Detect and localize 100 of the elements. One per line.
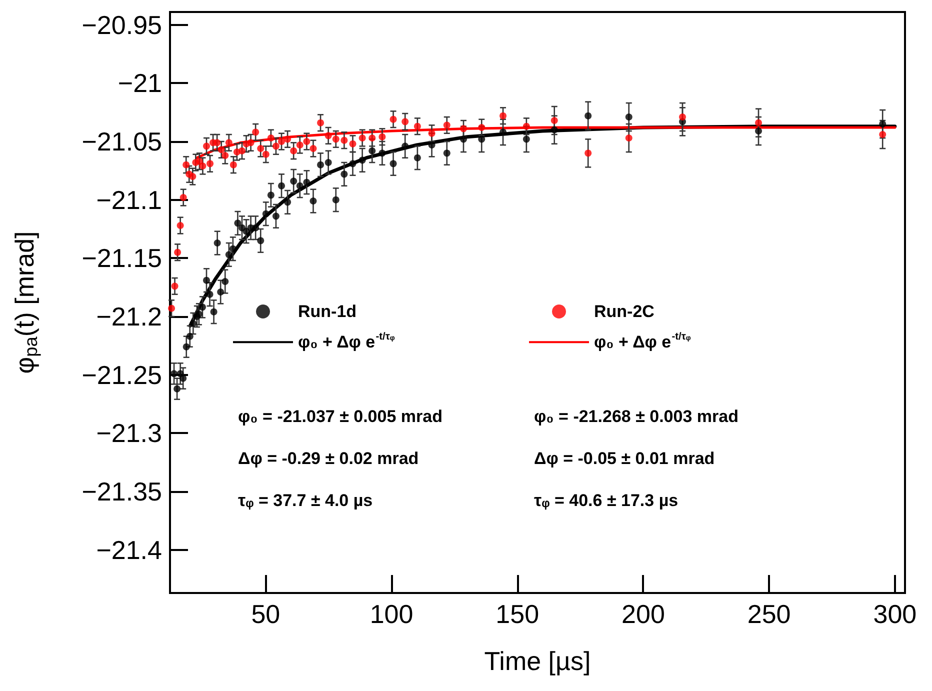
point <box>174 385 181 392</box>
point <box>349 160 356 168</box>
point <box>203 142 210 150</box>
point <box>272 142 280 150</box>
x-tick-label: 50 <box>251 599 280 629</box>
point <box>584 112 592 120</box>
y-tick-label: −21.15 <box>82 243 162 274</box>
point <box>272 212 280 220</box>
point <box>180 194 187 201</box>
point <box>199 162 206 170</box>
point <box>390 116 397 123</box>
point <box>217 288 224 296</box>
point <box>296 182 304 190</box>
point <box>678 114 686 120</box>
y-tick-label: −21.35 <box>82 476 162 506</box>
point <box>278 138 286 145</box>
point <box>257 145 264 152</box>
point <box>625 134 632 142</box>
legend-label: Run-2C <box>594 302 654 321</box>
point <box>332 136 340 143</box>
point <box>222 278 229 285</box>
point <box>238 147 246 154</box>
point <box>310 145 317 152</box>
x-tick-label: 300 <box>873 599 917 629</box>
annotation: τᵩ = 40.6 ± 17.3 µs <box>534 491 678 510</box>
point <box>247 139 254 146</box>
legend-label: Run-1d <box>298 302 357 321</box>
point <box>210 308 218 316</box>
annotation: φ₀ = -21.037 ± 0.005 mrad <box>238 407 442 426</box>
point <box>206 290 214 298</box>
point <box>186 332 194 340</box>
point <box>324 159 332 166</box>
point <box>168 304 176 312</box>
annotation: Δφ = -0.05 ± 0.01 mrad <box>534 449 715 468</box>
point <box>262 210 270 218</box>
point <box>206 160 214 168</box>
x-tick-label: 100 <box>370 599 414 629</box>
point <box>402 118 409 126</box>
point <box>625 114 632 120</box>
point <box>225 139 232 146</box>
x-tick-label: 250 <box>747 599 791 629</box>
point <box>214 139 221 146</box>
point <box>443 122 450 129</box>
point <box>174 248 182 256</box>
point <box>443 150 450 157</box>
point <box>290 147 298 154</box>
point <box>222 152 229 159</box>
point <box>284 198 292 206</box>
point <box>317 161 324 168</box>
point <box>414 122 421 130</box>
point <box>229 245 236 252</box>
y-tick-label: −21.25 <box>82 360 162 390</box>
point <box>402 142 409 150</box>
point <box>195 310 202 318</box>
point <box>230 161 237 168</box>
point <box>296 142 304 148</box>
point <box>170 370 178 378</box>
point <box>303 138 310 145</box>
point <box>278 182 286 190</box>
y-tick-label: −21.3 <box>96 418 162 448</box>
y-tick-label: −20.95 <box>82 10 162 40</box>
point <box>176 222 184 229</box>
point <box>584 150 592 157</box>
point <box>303 178 310 186</box>
annotation: φ₀ = -21.268 ± 0.003 mrad <box>534 407 738 426</box>
point <box>262 150 270 158</box>
x-axis-title: Time [µs] <box>484 646 591 676</box>
point <box>257 237 264 244</box>
point <box>340 136 348 144</box>
point <box>218 146 225 154</box>
point <box>358 156 366 164</box>
point <box>242 228 250 235</box>
point <box>171 282 178 290</box>
point <box>755 128 762 134</box>
point <box>414 154 421 162</box>
x-tick-label: 150 <box>496 599 540 629</box>
y-tick-label: −21.1 <box>96 184 162 215</box>
point <box>225 251 232 258</box>
point <box>252 224 260 232</box>
point <box>267 134 274 142</box>
y-tick-label: −21.4 <box>96 534 162 565</box>
point <box>378 150 386 157</box>
point <box>332 196 340 204</box>
point <box>182 161 190 168</box>
point <box>203 276 210 284</box>
y-tick-label: −21 <box>118 68 162 98</box>
point <box>190 320 197 327</box>
point <box>182 343 190 350</box>
point <box>234 220 242 227</box>
y-tick-label: −21.2 <box>96 302 162 332</box>
point <box>500 128 507 136</box>
point <box>252 128 260 136</box>
point <box>324 132 332 140</box>
point <box>317 119 324 126</box>
point <box>267 192 274 199</box>
annotation: τᵩ = 37.7 ± 4.0 µs <box>238 491 373 510</box>
point <box>214 240 221 246</box>
y-axis-title: φpa(t) [mrad] <box>10 231 41 374</box>
point <box>189 173 196 180</box>
point <box>310 198 317 204</box>
